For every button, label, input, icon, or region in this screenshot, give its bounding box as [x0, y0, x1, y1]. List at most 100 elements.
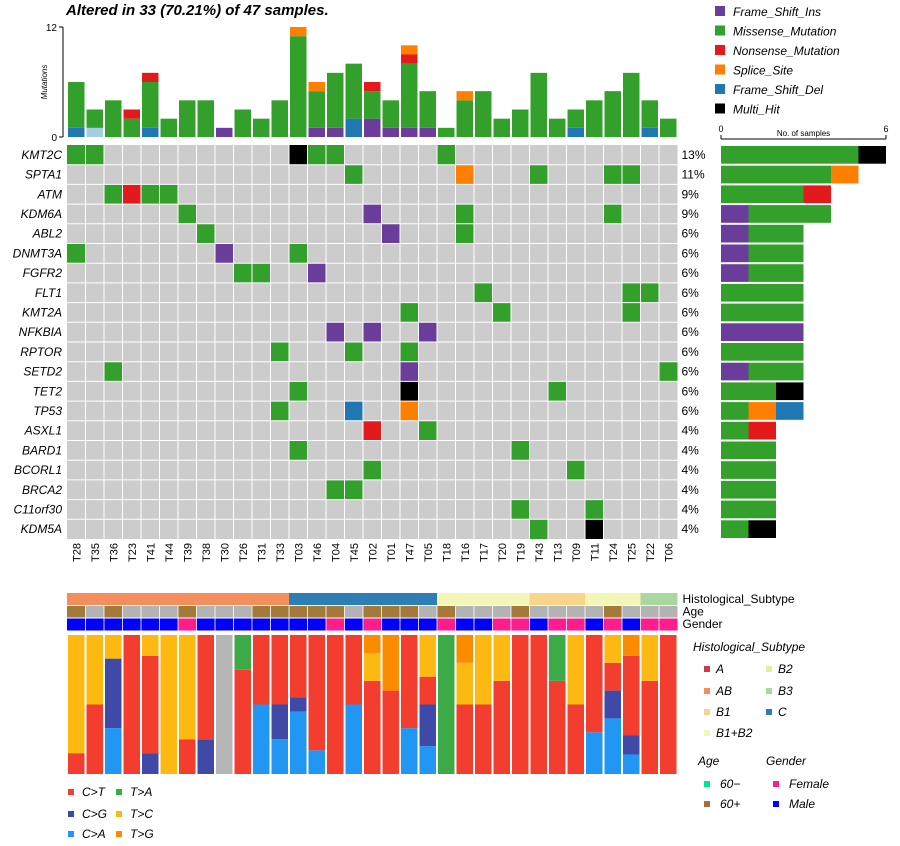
annotation-cell — [326, 593, 345, 606]
annotation-cell — [437, 605, 456, 618]
mutation-cell — [585, 519, 604, 539]
annotation-cell — [622, 593, 641, 606]
legend-swatch — [68, 831, 74, 837]
chart-title: Altered in 33 (70.21%) of 47 samples. — [65, 2, 329, 19]
mutation-cell — [178, 204, 197, 224]
titv-bar-segment — [142, 753, 159, 774]
annotation-cell — [122, 618, 141, 631]
gene-percent: 4% — [682, 502, 700, 516]
tmb-bar-segment — [530, 72, 547, 137]
count-bar-segment — [721, 244, 749, 263]
tmb-bar-segment — [345, 63, 362, 119]
sample-label: T01 — [386, 543, 398, 562]
titv-bar-segment — [160, 635, 177, 774]
annotation-cell — [215, 618, 234, 631]
count-bar-segment — [748, 224, 804, 243]
sample-label: T35 — [90, 543, 102, 562]
gene-label: RPTOR — [20, 345, 62, 359]
tmb-bar-segment — [623, 72, 640, 137]
titv-bar-segment — [105, 635, 122, 659]
annotation-cell — [418, 618, 437, 631]
annotation-cell — [381, 618, 400, 631]
tmb-bar-segment — [401, 63, 418, 128]
mutation-cell — [215, 243, 234, 264]
titv-bar-segment — [641, 680, 658, 774]
tmb-bar-segment — [234, 109, 251, 137]
annotation-cell — [455, 605, 474, 618]
titv-bar-segment — [271, 704, 288, 740]
legend-label: Missense_Mutation — [733, 25, 837, 39]
gene-labels: KMT2C SPTA1 ATM KDM6A ABL2 DNMT3A FGFR2 FLT1 KMT… — [13, 148, 63, 536]
count-bar-segment — [748, 244, 804, 263]
tmb-bar-segment — [641, 100, 658, 128]
tmb-bar-segment — [567, 109, 584, 128]
mutation-cell — [289, 381, 308, 402]
annotation-cell — [492, 618, 511, 631]
mutation-cell — [585, 499, 604, 520]
annotation-cell — [474, 605, 493, 618]
sample-label: T02 — [367, 543, 379, 562]
legend-swatch — [116, 811, 122, 817]
gene-label: SETD2 — [23, 365, 62, 379]
gene-label: KDM5A — [21, 522, 62, 536]
count-bar-segment — [776, 402, 804, 420]
tmb-bar-segment — [142, 127, 159, 137]
sample-label: T26 — [238, 543, 250, 562]
tmb-bar-segment — [308, 127, 325, 137]
titv-bar-segment — [623, 735, 640, 755]
count-bar-segment — [721, 500, 776, 519]
mutation-cell — [289, 440, 308, 461]
count-bar-segment — [721, 402, 749, 420]
annotation-cell — [529, 618, 548, 631]
annotation-cell — [640, 593, 659, 606]
titv-bar-segment — [290, 711, 307, 774]
legend-label: T>A — [130, 785, 152, 799]
annotation-cell — [659, 618, 678, 631]
count-bar-segment — [721, 165, 831, 184]
titv-bar-segment — [308, 635, 325, 751]
legend-label: C>G — [82, 807, 107, 821]
annotation-cell — [233, 605, 252, 618]
titv-bar-segment — [86, 704, 103, 774]
legend-title: Gender — [766, 754, 807, 768]
legend-label: Frame_Shift_Del — [733, 83, 823, 97]
annotation-track-label: Histological_Subtype — [683, 592, 795, 606]
annotation-cell — [307, 593, 326, 606]
annotation-cell — [104, 618, 123, 631]
legend-label: AB — [715, 684, 732, 698]
annotation-cell — [400, 593, 419, 606]
sample-label: T45 — [349, 543, 361, 562]
annotation-cell — [344, 605, 363, 618]
titv-bar-segment — [623, 635, 640, 656]
legend-label: C>T — [82, 785, 107, 799]
annotation-cell — [381, 605, 400, 618]
tmb-bar-segment — [123, 118, 140, 137]
annotation-cell — [381, 593, 400, 606]
legend-title: Histological_Subtype — [693, 640, 805, 654]
gene-percent: 6% — [682, 286, 700, 300]
mutation-cell — [381, 223, 400, 244]
titv-bar-segment — [475, 704, 492, 774]
tmb-bar-segment — [493, 118, 510, 137]
mutation-cell — [344, 479, 363, 500]
gene-label: DNMT3A — [13, 246, 62, 260]
annotation-cell — [85, 618, 104, 631]
titv-bar-segment — [179, 739, 196, 774]
count-bar-segment — [803, 185, 831, 204]
count-tick-label: 6 — [883, 124, 888, 134]
sample-label: T20 — [497, 543, 509, 562]
titv-bar-segment — [530, 635, 547, 774]
titv-bar-segment — [419, 704, 436, 747]
mutation-cell — [326, 145, 345, 165]
sample-label: T23 — [127, 543, 139, 562]
mutation-cell — [622, 302, 641, 323]
annotation-cell — [233, 618, 252, 631]
sample-label: T22 — [645, 543, 657, 562]
mutation-cell — [529, 519, 548, 539]
tmb-bar-segment — [364, 118, 381, 137]
annotation-cell — [289, 593, 308, 606]
annotation-cell — [474, 593, 493, 606]
titv-bar-segment — [438, 635, 455, 774]
sample-label: T36 — [108, 543, 120, 562]
mutation-cell — [307, 263, 326, 283]
